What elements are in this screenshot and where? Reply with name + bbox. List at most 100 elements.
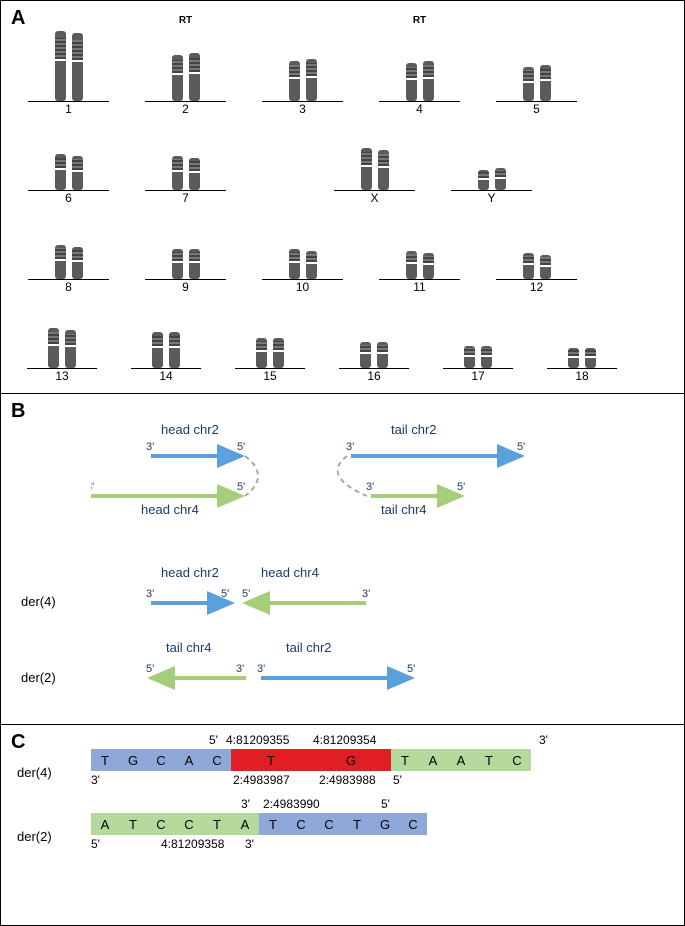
base: C (203, 749, 231, 771)
svg-text:tail chr4: tail chr4 (381, 502, 427, 517)
svg-text:3': 3' (146, 588, 154, 600)
der4-sequence-row: TGCACTGTAATC (91, 749, 654, 771)
der4-bot-coord1: 2:4983987 (233, 773, 290, 787)
der4-label: der(4) (21, 594, 56, 609)
karyotype-cell: 9 (138, 207, 233, 294)
base: T (91, 749, 119, 771)
chromosome (289, 249, 300, 279)
svg-text:3': 3' (366, 481, 374, 493)
base: C (315, 813, 343, 835)
base: T (259, 813, 287, 835)
chromosome-number: 16 (367, 369, 380, 383)
chromosome (72, 33, 83, 101)
chromosome (378, 150, 389, 190)
base: A (231, 813, 259, 835)
chromosome (189, 158, 200, 190)
chromosome (540, 255, 551, 279)
panel-c: C der(4) 5' 4:81209355 4:81209354 3' T G C… (1, 725, 684, 925)
chromosome (48, 328, 59, 368)
svg-text:3': 3' (362, 588, 370, 600)
svg-text:5': 5' (242, 588, 250, 600)
karyotype-cell: 17 (437, 296, 519, 383)
svg-text:tail chr2: tail chr2 (286, 640, 332, 655)
svg-text:3': 3' (257, 663, 265, 675)
der2-bot-5prime: 5' (91, 837, 100, 851)
der2-sequence-row: ATCCTATCCTGC (91, 813, 654, 835)
chromosome-number: 14 (159, 369, 172, 383)
karyotype-cell: 16 (333, 296, 415, 383)
svg-text:tail chr2: tail chr2 (391, 422, 437, 437)
chromosome (273, 338, 284, 368)
der2-top-coord1: 2:4983990 (263, 797, 320, 811)
chromosome-number: 17 (471, 369, 484, 383)
chromosome-number: 7 (182, 191, 189, 205)
base: G (311, 749, 391, 771)
chromosome (65, 330, 76, 368)
base: T (119, 813, 147, 835)
panel-a: A 1RT23RT4567XY89101112131415161718 (1, 1, 684, 394)
der2-label: der(2) (21, 670, 56, 685)
der2-sequence-block: der(2) 3' 2:4983990 5' ATCCTATCCTGC 5' 4… (91, 813, 654, 835)
chromosome (172, 55, 183, 101)
karyotype-cell: 13 (21, 296, 103, 383)
svg-text:5': 5' (221, 588, 229, 600)
chromosome (540, 65, 551, 101)
karyotype-cell: 14 (125, 296, 207, 383)
der4-top-coord1: 4:81209355 (226, 733, 289, 747)
chromosome (306, 251, 317, 279)
base: T (343, 813, 371, 835)
panel-a-label: A (11, 7, 25, 30)
der2-top-3prime: 3' (241, 797, 250, 811)
svg-text:5': 5' (407, 663, 415, 675)
chromosome-number: 15 (263, 369, 276, 383)
der4-top-5prime: 5' (209, 733, 218, 747)
chromosome-number: 4 (416, 102, 423, 116)
chromosome (256, 338, 267, 368)
svg-text:3': 3' (146, 441, 154, 453)
chromosome (361, 148, 372, 190)
chromosome (189, 53, 200, 101)
chromosome (189, 249, 200, 279)
der4-sequence-block: der(4) 5' 4:81209355 4:81209354 3' TGCAC… (91, 749, 654, 771)
chromosome-number: 8 (65, 280, 72, 294)
chromosome-number: 10 (296, 280, 309, 294)
chromosome (568, 348, 579, 368)
svg-text:tail chr4: tail chr4 (166, 640, 212, 655)
chromosome (360, 342, 371, 368)
karyotype-cell: Y (444, 118, 539, 205)
svg-text:3': 3' (236, 663, 244, 675)
rt-label: RT (413, 15, 426, 26)
der4-seq-label: der(4) (17, 765, 52, 780)
chromosome-number: 12 (530, 280, 543, 294)
chromosome (306, 59, 317, 101)
der2-bot-coord1: 4:81209358 (161, 837, 224, 851)
karyotype: 1RT23RT4567XY89101112131415161718 (1, 1, 684, 393)
karyotype-cell: RT2 (138, 29, 233, 116)
panel-b-diagram: head chr23'5'3'5'head chr4tail chr23'5'3… (91, 418, 611, 718)
svg-text:3': 3' (91, 481, 94, 493)
karyotype-cell: 7 (138, 118, 233, 205)
karyotype-cell: 1 (21, 29, 116, 116)
base: C (147, 813, 175, 835)
der4-top-coord2: 4:81209354 (313, 733, 376, 747)
karyotype-cell: RT4 (372, 29, 467, 116)
chromosome (464, 346, 475, 368)
chromosome-number: 1 (65, 102, 72, 116)
svg-text:3': 3' (346, 441, 354, 453)
chromosome-number: 18 (575, 369, 588, 383)
chromosome (55, 154, 66, 190)
chromosome (72, 247, 83, 279)
base: C (399, 813, 427, 835)
chromosome (478, 170, 489, 190)
svg-text:5': 5' (517, 441, 525, 453)
der4-bot-3prime: 3' (91, 773, 100, 787)
svg-text:head chr2: head chr2 (161, 422, 219, 437)
chromosome-number: 2 (182, 102, 189, 116)
der2-top-5prime: 5' (381, 797, 390, 811)
der2-bot-3prime: 3' (245, 837, 254, 851)
svg-text:5': 5' (237, 441, 245, 453)
chromosome (481, 346, 492, 368)
svg-text:head chr2: head chr2 (161, 565, 219, 580)
karyotype-cell: 12 (489, 207, 584, 294)
chromosome-number: Y (487, 191, 495, 205)
